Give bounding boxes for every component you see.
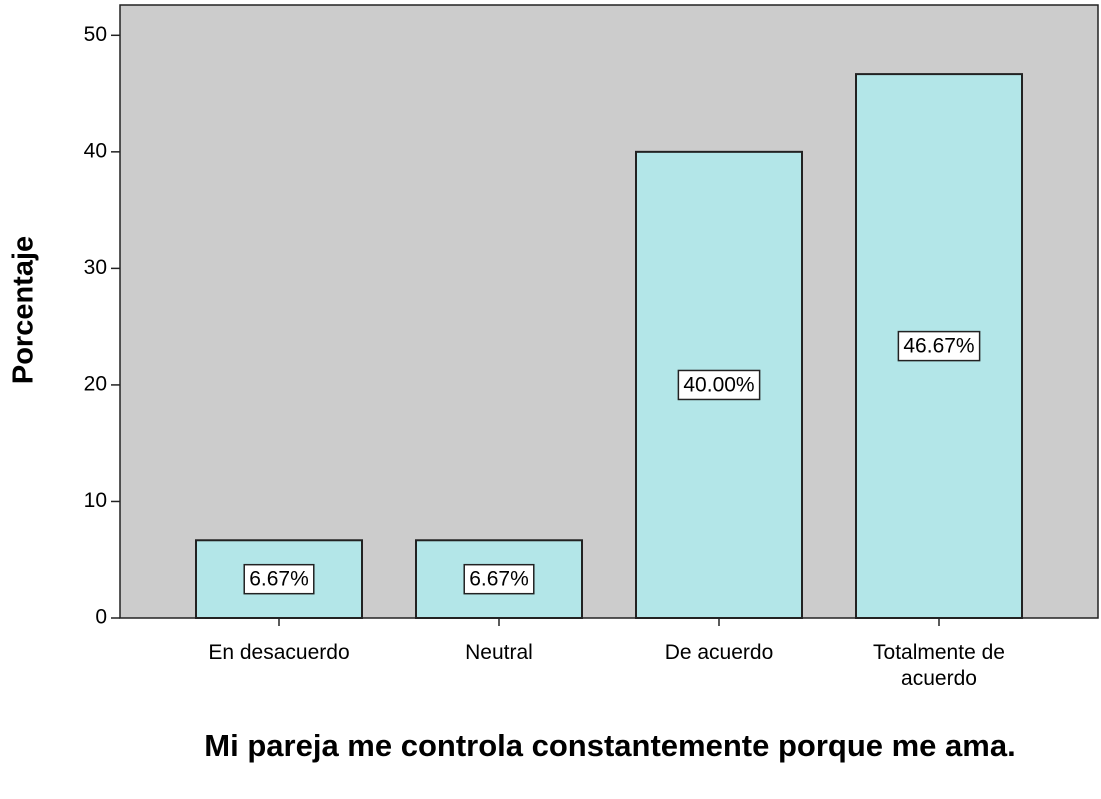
y-tick-label: 30 bbox=[84, 256, 107, 279]
x-tick-label: En desacuerdo bbox=[208, 641, 350, 664]
y-tick-label: 50 bbox=[84, 23, 107, 46]
value-label-box bbox=[897, 330, 981, 362]
x-tick-label: Totalmente de acuerdo bbox=[873, 641, 1005, 690]
y-tick-label: 20 bbox=[84, 372, 107, 395]
value-label-box bbox=[463, 563, 535, 595]
y-tick-label: 0 bbox=[95, 606, 107, 629]
value-label-box bbox=[243, 563, 315, 595]
value-label: 46.67% bbox=[903, 335, 974, 358]
x-tick-label: Neutral bbox=[465, 641, 533, 664]
value-label-box bbox=[677, 369, 761, 401]
y-tick-label: 10 bbox=[84, 489, 107, 512]
chart-title: Mi pareja me controla constantemente por… bbox=[204, 728, 1016, 763]
value-label: 6.67% bbox=[249, 568, 309, 591]
x-tick-label: De acuerdo bbox=[664, 641, 774, 664]
value-label: 40.00% bbox=[683, 373, 754, 396]
y-axis-label: Porcentaje bbox=[8, 236, 40, 384]
y-tick-label: 40 bbox=[84, 139, 107, 162]
value-label: 6.67% bbox=[469, 568, 529, 591]
